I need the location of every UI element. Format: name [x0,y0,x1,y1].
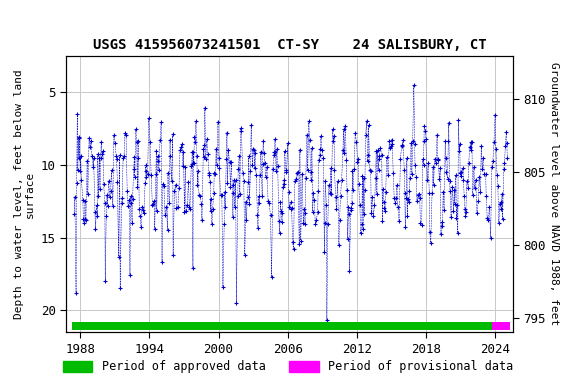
Title: USGS 415956073241501  CT-SY    24 SALISBURY, CT: USGS 415956073241501 CT-SY 24 SALISBURY,… [93,38,486,52]
Legend: Period of approved data, Period of provisional data: Period of approved data, Period of provi… [58,356,518,378]
Bar [492,322,510,330]
Y-axis label: Depth to water level, feet below land
surface: Depth to water level, feet below land su… [14,69,35,319]
Bar [72,322,492,330]
Y-axis label: Groundwater level above NAVD 1988, feet: Groundwater level above NAVD 1988, feet [550,62,559,326]
